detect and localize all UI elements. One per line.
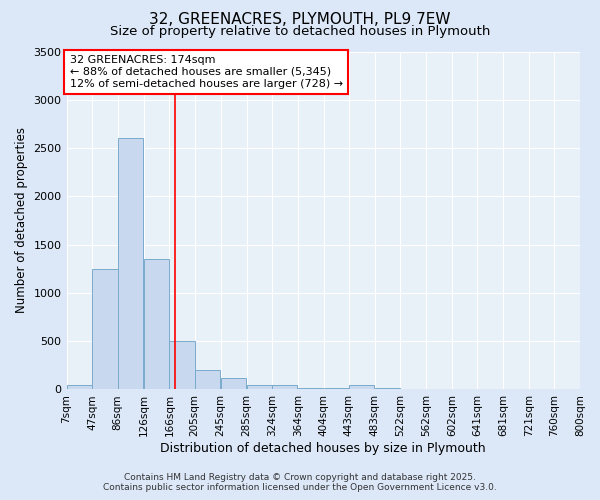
Bar: [298, 388, 323, 390]
Bar: [272, 384, 297, 390]
Bar: [221, 378, 246, 390]
Bar: [67, 384, 92, 390]
Bar: [195, 370, 220, 390]
X-axis label: Distribution of detached houses by size in Plymouth: Distribution of detached houses by size …: [160, 442, 486, 455]
Text: Contains HM Land Registry data © Crown copyright and database right 2025.
Contai: Contains HM Land Registry data © Crown c…: [103, 473, 497, 492]
Text: 32 GREENACRES: 174sqm
← 88% of detached houses are smaller (5,345)
12% of semi-d: 32 GREENACRES: 174sqm ← 88% of detached …: [70, 56, 343, 88]
Bar: [349, 384, 374, 390]
Bar: [375, 388, 400, 390]
Bar: [323, 388, 349, 390]
Bar: [118, 138, 143, 390]
Text: 32, GREENACRES, PLYMOUTH, PL9 7EW: 32, GREENACRES, PLYMOUTH, PL9 7EW: [149, 12, 451, 28]
Bar: [92, 269, 118, 390]
Bar: [143, 259, 169, 390]
Text: Size of property relative to detached houses in Plymouth: Size of property relative to detached ho…: [110, 25, 490, 38]
Bar: [247, 384, 272, 390]
Y-axis label: Number of detached properties: Number of detached properties: [15, 128, 28, 314]
Bar: [169, 341, 195, 390]
